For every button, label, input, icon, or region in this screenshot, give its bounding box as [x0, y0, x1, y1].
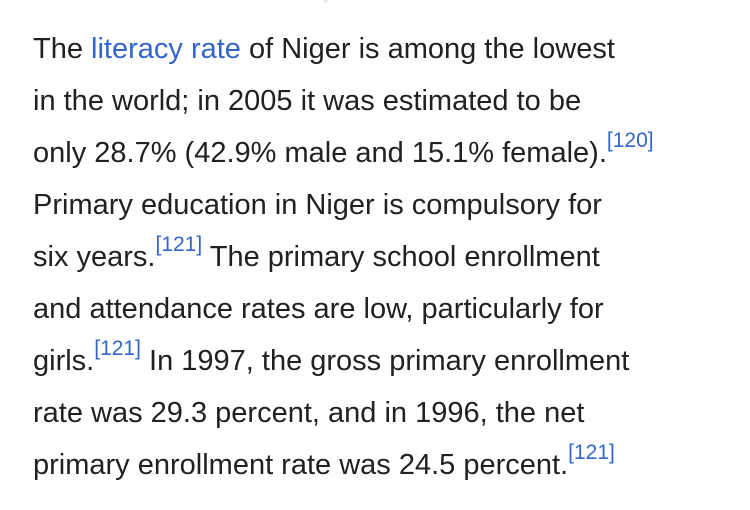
- paragraph-line-7: girls.[121] In 1997, the gross primary e…: [33, 335, 733, 387]
- text-run: primary enrollment rate was 24.5 percent…: [33, 449, 569, 481]
- paragraph-line-3: only 28.7% (42.9% male and 15.1% female)…: [33, 127, 733, 179]
- citation-120-link[interactable]: [120]: [606, 129, 654, 153]
- citation-121[interactable]: [121]: [568, 441, 615, 464]
- paragraph-line-8: rate was 29.3 percent, and in 1996, the …: [33, 397, 585, 429]
- text-run: of Niger is among the lowest: [240, 33, 615, 65]
- text-run: girls.: [33, 345, 95, 377]
- text-run: only 28.7% (42.9% male and 15.1% female)…: [33, 137, 607, 169]
- text-run: In 1997, the gross primary enrollment: [140, 345, 630, 377]
- citation-120[interactable]: [120]: [607, 129, 654, 152]
- citation-121[interactable]: [121]: [155, 233, 202, 256]
- scroll-remnant: [324, 0, 327, 3]
- citation-121-link[interactable]: [121]: [568, 441, 615, 465]
- paragraph-line-4: Primary education in Niger is compulsory…: [33, 189, 602, 221]
- paragraph-line-2: in the world; in 2005 it was estimated t…: [33, 85, 582, 117]
- paragraph-line-1: The literacy rate of Niger is among the …: [33, 23, 733, 75]
- text-run: The primary school enrollment: [202, 241, 600, 273]
- paragraph-line-9: primary enrollment rate was 24.5 percent…: [33, 439, 733, 491]
- text-run: six years.: [33, 241, 156, 273]
- article-paragraph: The literacy rate of Niger is among the …: [33, 23, 733, 491]
- citation-121-link[interactable]: [121]: [94, 337, 141, 361]
- citation-121-link[interactable]: [121]: [155, 233, 203, 257]
- paragraph-line-5: six years.[121] The primary school enrol…: [33, 231, 733, 283]
- citation-121[interactable]: [121]: [94, 337, 141, 360]
- paragraph-line-6: and attendance rates are low, particular…: [33, 293, 604, 325]
- literacy-rate-link[interactable]: literacy rate: [91, 33, 241, 65]
- text-run: The: [33, 33, 92, 65]
